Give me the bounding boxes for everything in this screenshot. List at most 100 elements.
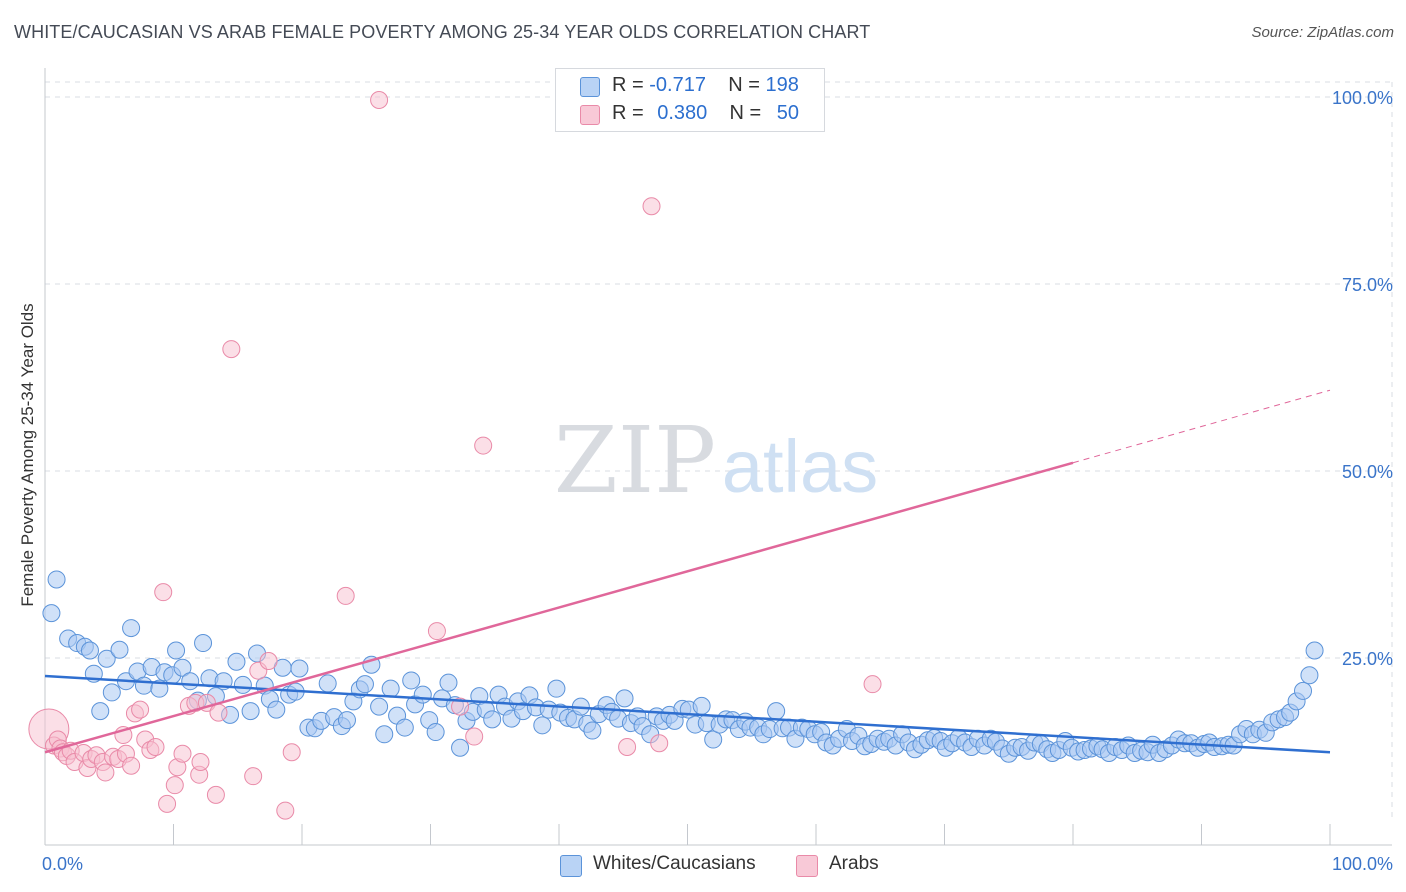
whites-point: [47, 570, 66, 589]
n-label: N =: [729, 102, 762, 124]
arabs-point: [96, 763, 115, 782]
arabs-point: [863, 675, 882, 694]
arabs-point: [165, 776, 184, 795]
arabs-point: [191, 752, 210, 771]
x-tick-label: 0.0%: [42, 854, 83, 874]
arabs-legend-label: Arabs: [829, 853, 879, 874]
whites-point: [241, 702, 260, 721]
whites-point: [1300, 666, 1319, 685]
arabs-point: [642, 197, 661, 216]
whites-point: [290, 659, 309, 678]
watermark-atlas: atlas: [722, 425, 878, 508]
whites-point: [150, 679, 169, 698]
whites-point: [704, 730, 723, 749]
legend-item-arabs[interactable]: Arabs: [796, 852, 896, 878]
arabs-point: [244, 767, 263, 786]
arabs-point: [370, 90, 389, 109]
chart-title: WHITE/CAUCASIAN VS ARAB FEMALE POVERTY A…: [14, 22, 871, 42]
r-value: -0.717: [649, 74, 706, 96]
arabs-point: [146, 738, 165, 757]
whites-point: [42, 604, 61, 623]
whites-legend-swatch: [560, 855, 582, 877]
arabs-point: [618, 738, 637, 757]
trend-lines: [44, 389, 1331, 754]
x-tick-label: 100.0%: [1332, 854, 1393, 874]
whites-point: [181, 672, 200, 691]
arabs-point: [474, 436, 493, 455]
whites-point: [767, 702, 786, 721]
arabs-point: [259, 651, 278, 670]
arabs-swatch: [580, 105, 600, 125]
arabs-point: [222, 340, 241, 359]
r-value: 0.380: [657, 102, 708, 124]
arabs-point: [650, 734, 669, 753]
tick-labels: 25.0% 50.0% 75.0% 100.0% 0.0% 100.0%: [42, 88, 1393, 874]
whites-point: [692, 696, 711, 715]
arabs-trend-line: [44, 461, 1074, 754]
whites-point: [80, 641, 99, 660]
arabs-point: [451, 697, 470, 716]
arabs-point: [173, 744, 192, 763]
y-tick-label: 75.0%: [1342, 275, 1393, 295]
arabs-point: [158, 794, 177, 813]
whites-points: [42, 570, 1324, 763]
whites-point: [122, 619, 141, 638]
whites-point: [91, 702, 110, 721]
arabs-points: [28, 90, 882, 820]
whites-point: [402, 671, 421, 690]
whites-point: [227, 652, 246, 671]
whites-point: [194, 634, 213, 653]
whites-point: [381, 679, 400, 698]
whites-point: [439, 673, 458, 692]
arabs-point: [465, 727, 484, 746]
whites-trend-line: [44, 674, 1331, 754]
arabs-point: [122, 756, 141, 775]
r-label: R =: [612, 102, 644, 124]
whites-point: [102, 683, 121, 702]
arabs-legend-swatch: [796, 855, 818, 877]
arabs-point: [209, 703, 228, 722]
whites-point: [1305, 641, 1324, 660]
whites-point: [395, 718, 414, 737]
n-value: 50: [776, 102, 800, 124]
arabs-trend-extension: [1072, 389, 1331, 464]
whites-point: [413, 685, 432, 704]
y-tick-label: 100.0%: [1332, 88, 1393, 108]
n-value: 198: [765, 74, 799, 96]
arabs-point: [276, 801, 295, 820]
arabs-point: [336, 586, 355, 605]
whites-point: [583, 721, 602, 740]
whites-point: [615, 689, 634, 708]
whites-point: [267, 700, 286, 719]
whites-point: [451, 738, 470, 757]
whites-point: [355, 675, 374, 694]
arabs-point: [206, 785, 225, 804]
whites-point: [173, 658, 192, 677]
whites-point: [426, 723, 445, 742]
whites-point: [167, 641, 186, 660]
whites-point: [547, 679, 566, 698]
whites-point: [483, 710, 502, 729]
arabs-point: [427, 622, 446, 641]
legend-item-whites[interactable]: Whites/Caucasians: [560, 852, 770, 878]
whites-point: [318, 674, 337, 693]
whites-point: [110, 640, 129, 659]
whites-point: [375, 725, 394, 744]
arabs-point: [154, 583, 173, 602]
arabs-point: [131, 700, 150, 719]
whites-point: [1294, 681, 1313, 700]
stats-legend: R = -0.717 N = 198 R = 0.380 N = 50: [555, 68, 825, 132]
whites-point: [337, 711, 356, 730]
whites-swatch: [580, 77, 600, 97]
y-tick-label: 25.0%: [1342, 649, 1393, 669]
grid-lines: [45, 81, 1393, 822]
y-tick-label: 50.0%: [1342, 462, 1393, 482]
arabs-point: [282, 743, 301, 762]
r-label: R =: [612, 74, 644, 96]
source-label: Source: ZipAtlas.com: [1251, 24, 1394, 41]
whites-point: [97, 649, 116, 668]
watermark-zip: ZIP: [554, 407, 716, 514]
whites-legend-label: Whites/Caucasians: [593, 853, 756, 874]
whites-point: [370, 697, 389, 716]
